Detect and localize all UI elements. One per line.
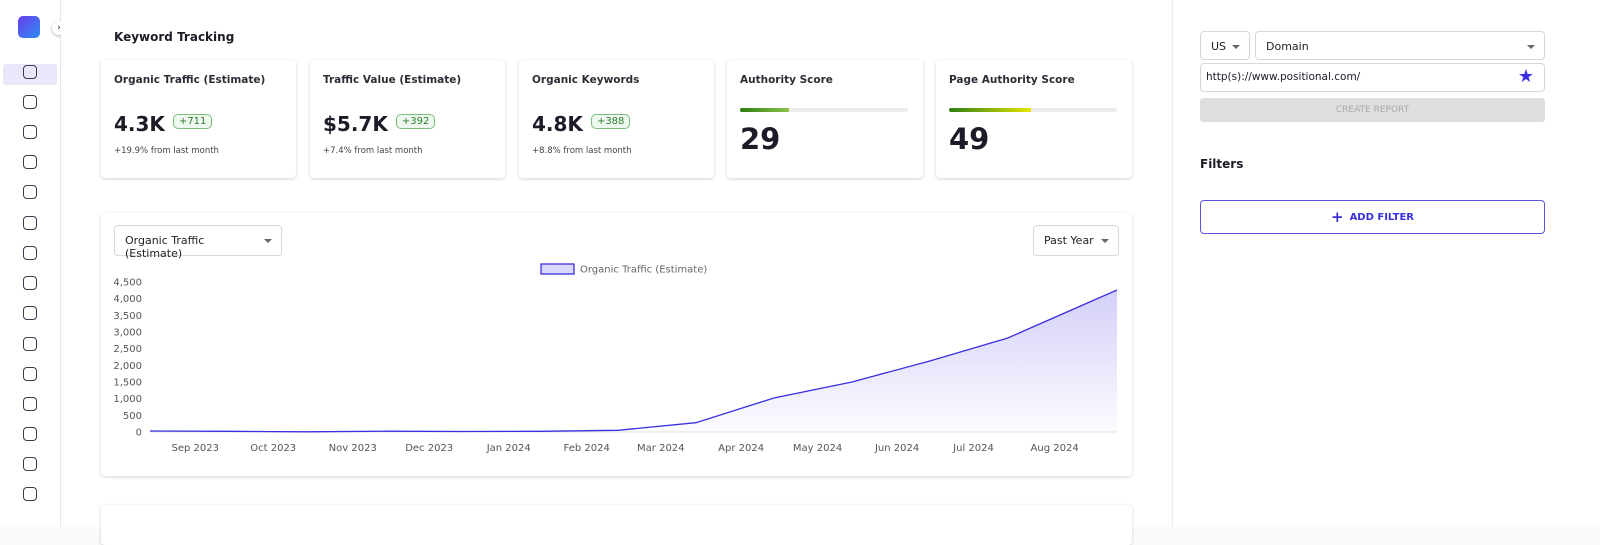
- add-filter-button[interactable]: + ADD FILTER: [1200, 200, 1545, 234]
- score-title: Authority Score: [740, 74, 833, 86]
- nav-icon[interactable]: [23, 155, 37, 169]
- card-value: 4.3K: [114, 112, 165, 136]
- nav-icon[interactable]: [23, 306, 37, 320]
- x-tick-label: Feb 2024: [564, 443, 610, 454]
- metric-card: Traffic Value (Estimate) $5.7K +7.4% from …: [310, 60, 505, 178]
- x-tick-label: Aug 2024: [1031, 443, 1079, 454]
- score-bar: [949, 108, 1032, 112]
- right-panel: US Domain http(s)://www.positional.com/ …: [1172, 0, 1600, 527]
- metric-card: Organic Traffic (Estimate) 4.3K +19.9% fro…: [101, 60, 296, 178]
- score-track: [740, 108, 908, 112]
- period-select[interactable]: Past Year: [1033, 225, 1119, 256]
- y-tick-label: 3,000: [113, 328, 142, 339]
- type-select[interactable]: Domain: [1255, 31, 1545, 60]
- page-title: Keyword Tracking: [114, 30, 235, 44]
- add-filter-label: ADD FILTER: [1349, 212, 1415, 223]
- legend-swatch: [540, 263, 575, 275]
- y-tick-label: 2,000: [113, 361, 142, 372]
- card-value: $5.7K: [323, 112, 388, 136]
- score-title: Page Authority Score: [949, 74, 1075, 86]
- y-tick-label: 500: [123, 411, 142, 422]
- x-tick-label: Apr 2024: [718, 443, 764, 454]
- score-card: Authority Score 29: [727, 60, 923, 178]
- nav-icon[interactable]: [23, 427, 37, 441]
- nav-icon[interactable]: [23, 216, 37, 230]
- x-tick-label: Oct 2023: [250, 443, 296, 454]
- x-tick-label: Jul 2024: [952, 443, 994, 454]
- chart-card: Organic Traffic (Estimate) Past Year 0 50…: [101, 213, 1132, 476]
- card-title: Organic Traffic (Estimate): [114, 74, 266, 86]
- score-value: 49: [949, 122, 990, 156]
- metric-card: Organic Keywords 4.8K +8.8% from last mont…: [519, 60, 714, 178]
- y-tick-label: 4,000: [113, 294, 142, 305]
- next-card: [101, 505, 1132, 545]
- area: [150, 290, 1117, 432]
- card-change: +8.8% from last month: [532, 146, 632, 156]
- create-report-button[interactable]: CREATE REPORT: [1200, 98, 1545, 122]
- score-track: [949, 108, 1117, 112]
- nav-icon[interactable]: [23, 185, 37, 199]
- nav-icon[interactable]: [23, 125, 37, 139]
- nav-icon[interactable]: [23, 367, 37, 381]
- x-tick-label: Jun 2024: [874, 443, 919, 454]
- score-value: 29: [740, 122, 781, 156]
- x-tick-label: Nov 2023: [329, 443, 377, 454]
- y-tick-label: 3,500: [113, 311, 142, 322]
- y-tick-label: 2,500: [113, 344, 142, 355]
- y-tick-label: 4,500: [113, 278, 142, 289]
- metric-select[interactable]: Organic Traffic (Estimate): [114, 225, 282, 260]
- active-nav: [3, 64, 57, 85]
- url-input[interactable]: http(s)://www.positional.com/ ★: [1200, 63, 1545, 92]
- filters-title: Filters: [1200, 157, 1244, 171]
- x-tick-label: May 2024: [793, 443, 842, 454]
- nav-icon[interactable]: [23, 337, 37, 351]
- logo[interactable]: [18, 16, 40, 38]
- y-tick-label: 1,000: [113, 394, 142, 405]
- nav-icon[interactable]: [23, 246, 37, 260]
- card-value: 4.8K: [532, 112, 583, 136]
- nav-icon[interactable]: [23, 397, 37, 411]
- card-title: Traffic Value (Estimate): [323, 74, 462, 86]
- chart: 0 500 1,000 1,500 2,000 2,500 3,000 3,500 4,000 4…: [113, 263, 1118, 454]
- x-tick-label: Sep 2023: [171, 443, 218, 454]
- card-badge: +392: [395, 114, 436, 129]
- card-change: +7.4% from last month: [323, 146, 423, 156]
- nav-icon[interactable]: [23, 276, 37, 290]
- card-badge: +711: [172, 114, 213, 129]
- y-tick-label: 0: [136, 428, 142, 439]
- card-title: Organic Keywords: [532, 74, 640, 86]
- y-tick-label: 1,500: [113, 378, 142, 389]
- country-select[interactable]: US: [1200, 31, 1250, 60]
- card-badge: +388: [590, 114, 631, 129]
- nav-icon[interactable]: [23, 487, 37, 501]
- legend-label: Organic Traffic (Estimate): [580, 265, 707, 276]
- x-tick-label: Jan 2024: [486, 443, 531, 454]
- nav-icon[interactable]: [23, 95, 37, 109]
- nav-icon[interactable]: [23, 457, 37, 471]
- x-tick-label: Dec 2023: [405, 443, 453, 454]
- score-card: Page Authority Score 49: [936, 60, 1132, 178]
- nav-icon[interactable]: [23, 65, 37, 79]
- score-bar: [740, 108, 789, 112]
- url-text: http(s)://www.positional.com/: [1206, 71, 1361, 83]
- x-tick-label: Mar 2024: [637, 443, 685, 454]
- line: [149, 289, 1118, 433]
- sidebar: ›: [0, 0, 66, 527]
- page: {"header": {"title": "Keyword Tracking"}…: [0, 0, 1600, 527]
- card-change: +19.9% from last month: [114, 146, 219, 156]
- star-icon[interactable]: ★: [1517, 66, 1534, 87]
